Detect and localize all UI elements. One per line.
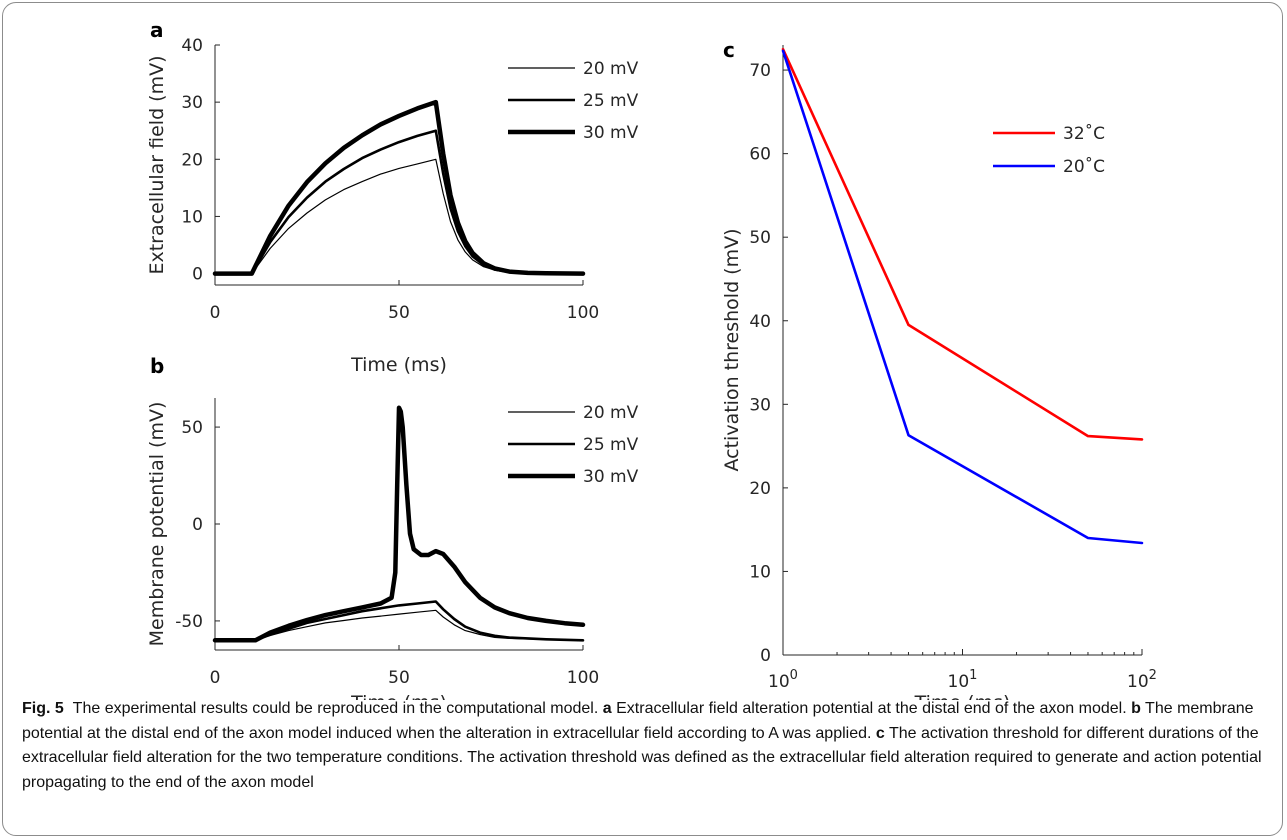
- series-line-2: [781, 49, 1144, 545]
- series-line-2: [213, 129, 585, 275]
- caption-intro: The experimental results could be reprod…: [72, 700, 599, 717]
- legend-label: 32˚C: [1063, 123, 1105, 144]
- x-tick-label: 100: [768, 668, 798, 692]
- legend-label: 20 mV: [583, 403, 639, 423]
- y-tick-label: 0: [192, 265, 203, 285]
- y-tick-label: 10: [181, 207, 203, 227]
- legend-label: 30 mV: [583, 123, 639, 143]
- legend-label: 25 mV: [583, 435, 639, 455]
- x-tick-label: 0: [210, 303, 221, 323]
- caption-fig-label: Fig. 5: [22, 700, 64, 717]
- y-tick-label: 20: [749, 479, 771, 499]
- y-tick-label: 50: [181, 418, 203, 438]
- caption-c-label: c: [875, 724, 885, 742]
- y-axis-label: Extracellular field (mV): [146, 55, 168, 274]
- y-tick-label: 30: [181, 93, 203, 113]
- series-line-2: [213, 600, 585, 642]
- x-tick-label: 50: [388, 303, 410, 323]
- caption-c-text: The activation threshold for different d…: [22, 724, 1262, 791]
- chart-b: b -50 0 50 0 50 100 Time (ms) Membrane potential…: [146, 354, 639, 700]
- x-tick-label: 0: [210, 668, 221, 688]
- y-tick-label: 10: [749, 562, 771, 582]
- chart-a: a 0 10 20 30 40 0 50 100 Time (ms) Extracellular f…: [146, 18, 639, 376]
- chart-c: c 0 10 20 30 40 50 60 70 100 101 102 Time (ms) Activa…: [721, 38, 1157, 700]
- legend-label: 20˚C: [1063, 156, 1105, 177]
- y-tick-label: 60: [749, 145, 771, 165]
- y-tick-label: -50: [175, 612, 203, 632]
- y-tick-label: 40: [749, 312, 771, 332]
- y-tick-label: 0: [192, 515, 203, 535]
- panel-letter-b: b: [150, 354, 164, 378]
- caption-b-label: b: [1131, 700, 1141, 717]
- legend-label: 20 mV: [583, 59, 639, 79]
- x-axis-label: Time (ms): [350, 354, 447, 376]
- figure-caption: Fig. 5 The experimental results could be…: [22, 697, 1270, 795]
- x-tick-label: 101: [948, 668, 978, 692]
- y-tick-label: 30: [749, 395, 771, 415]
- x-axis-label: Time (ms): [914, 692, 1011, 700]
- legend-label: 25 mV: [583, 91, 639, 111]
- caption-b-text: The membrane potential at the distal end…: [22, 700, 1254, 742]
- series-line-1: [214, 158, 584, 275]
- y-tick-label: 50: [749, 228, 771, 248]
- y-tick-label: 20: [181, 150, 203, 170]
- x-tick-label: 100: [567, 668, 599, 688]
- y-axis-label: Activation threshold (mV): [721, 228, 743, 471]
- x-axis-label: Time (ms): [350, 692, 447, 700]
- legend-label: 30 mV: [583, 467, 639, 487]
- panel-letter-a: a: [150, 18, 164, 42]
- x-tick-label: 100: [567, 303, 599, 323]
- series-line-3: [212, 99, 586, 276]
- y-axis-label: Membrane potential (mV): [146, 402, 168, 647]
- series-line-1: [781, 47, 1144, 441]
- panel-letter-c: c: [723, 38, 735, 62]
- caption-a-label: a: [602, 700, 612, 717]
- caption-a-text: Extracellular field alteration potential…: [616, 700, 1127, 717]
- x-tick-label: 102: [1127, 668, 1157, 692]
- series-line-3: [212, 405, 586, 643]
- y-tick-label: 0: [760, 646, 771, 666]
- x-tick-label: 50: [388, 668, 410, 688]
- series-line-1: [214, 609, 584, 641]
- y-tick-label: 70: [749, 61, 771, 81]
- y-tick-label: 40: [181, 36, 203, 56]
